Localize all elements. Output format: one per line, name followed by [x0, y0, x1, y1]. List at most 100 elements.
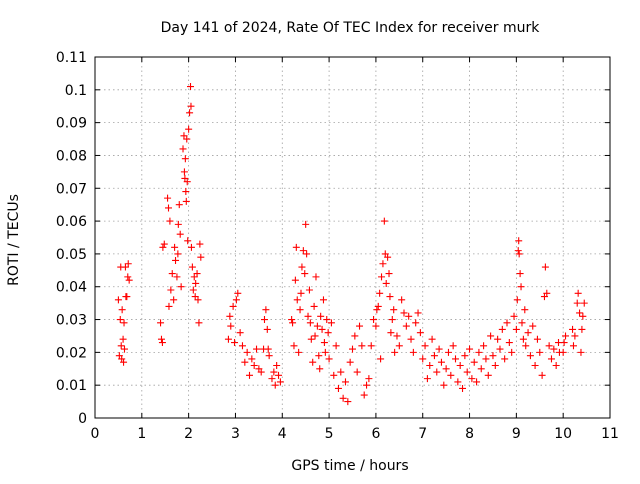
data-point — [226, 312, 234, 320]
data-points — [114, 83, 588, 406]
data-point — [543, 289, 551, 297]
data-point — [260, 316, 268, 324]
data-point — [494, 335, 502, 343]
data-point — [298, 263, 306, 271]
data-point — [386, 293, 394, 301]
data-point — [346, 358, 354, 366]
data-point — [370, 316, 378, 324]
y-tick-label: 0.11 — [56, 50, 87, 66]
x-tick-label: 1 — [137, 426, 146, 442]
data-point — [577, 348, 585, 356]
data-point — [317, 312, 325, 320]
data-point — [313, 322, 321, 330]
data-point — [270, 368, 278, 376]
data-point — [186, 109, 194, 117]
data-point — [482, 355, 490, 363]
data-point — [526, 352, 534, 360]
data-point — [531, 361, 539, 369]
data-point — [536, 348, 544, 356]
data-point — [508, 348, 516, 356]
data-point — [373, 306, 381, 314]
data-point — [579, 312, 587, 320]
data-point — [393, 332, 401, 340]
data-point — [533, 335, 541, 343]
data-point — [194, 296, 202, 304]
data-point — [358, 342, 366, 350]
data-point — [385, 270, 393, 278]
data-point — [158, 339, 166, 347]
data-point — [421, 342, 429, 350]
data-point — [125, 276, 133, 284]
data-point — [367, 342, 375, 350]
data-point — [339, 394, 347, 402]
data-point — [332, 342, 340, 350]
data-point — [387, 329, 395, 337]
data-point — [398, 296, 406, 304]
data-point — [503, 319, 511, 327]
data-point — [390, 306, 398, 314]
data-point — [560, 339, 568, 347]
data-point — [522, 342, 530, 350]
data-point — [440, 381, 448, 389]
data-point — [232, 296, 240, 304]
data-point — [117, 342, 125, 350]
data-point — [243, 348, 251, 356]
data-point — [351, 332, 359, 340]
x-tick-label: 0 — [91, 426, 100, 442]
x-tick-label: 9 — [512, 426, 521, 442]
data-point — [574, 289, 582, 297]
data-point — [541, 263, 549, 271]
data-point — [379, 260, 387, 268]
data-point — [468, 375, 476, 383]
data-point — [376, 289, 384, 297]
data-point — [461, 352, 469, 360]
data-point — [234, 289, 242, 297]
data-point — [402, 322, 410, 330]
chart-title: Day 141 of 2024, Rate Of TEC Index for r… — [161, 20, 541, 36]
data-point — [550, 345, 558, 353]
data-point — [183, 135, 191, 143]
data-point — [297, 289, 305, 297]
data-point — [182, 188, 190, 196]
data-point — [514, 247, 522, 255]
data-point — [360, 391, 368, 399]
data-point — [159, 243, 167, 251]
data-point — [447, 371, 455, 379]
data-point — [165, 204, 173, 212]
data-point — [250, 361, 258, 369]
data-point — [177, 283, 185, 291]
data-point — [559, 348, 567, 356]
data-point — [291, 276, 299, 284]
data-point — [187, 83, 195, 91]
data-point — [273, 361, 281, 369]
data-point — [470, 358, 478, 366]
data-point — [248, 355, 256, 363]
data-point — [179, 145, 187, 153]
data-point — [435, 345, 443, 353]
data-point — [569, 342, 577, 350]
data-point — [303, 250, 311, 258]
data-point — [484, 371, 492, 379]
data-point — [302, 220, 310, 228]
data-point — [414, 309, 422, 317]
data-point — [188, 263, 196, 271]
data-point — [324, 329, 332, 337]
data-point — [119, 335, 127, 343]
data-point — [378, 273, 386, 281]
data-point — [388, 316, 396, 324]
data-point — [238, 342, 246, 350]
data-point — [320, 339, 328, 347]
data-point — [337, 368, 345, 376]
y-tick-label: 0.05 — [56, 247, 87, 263]
data-point — [501, 355, 509, 363]
data-point — [363, 381, 371, 389]
data-point — [452, 355, 459, 363]
data-point — [182, 197, 190, 205]
data-point — [306, 319, 314, 327]
y-tick-label: 0.01 — [56, 378, 87, 394]
data-point — [114, 296, 122, 304]
x-tick-label: 5 — [325, 426, 334, 442]
data-point — [304, 312, 312, 320]
data-point — [444, 348, 452, 356]
